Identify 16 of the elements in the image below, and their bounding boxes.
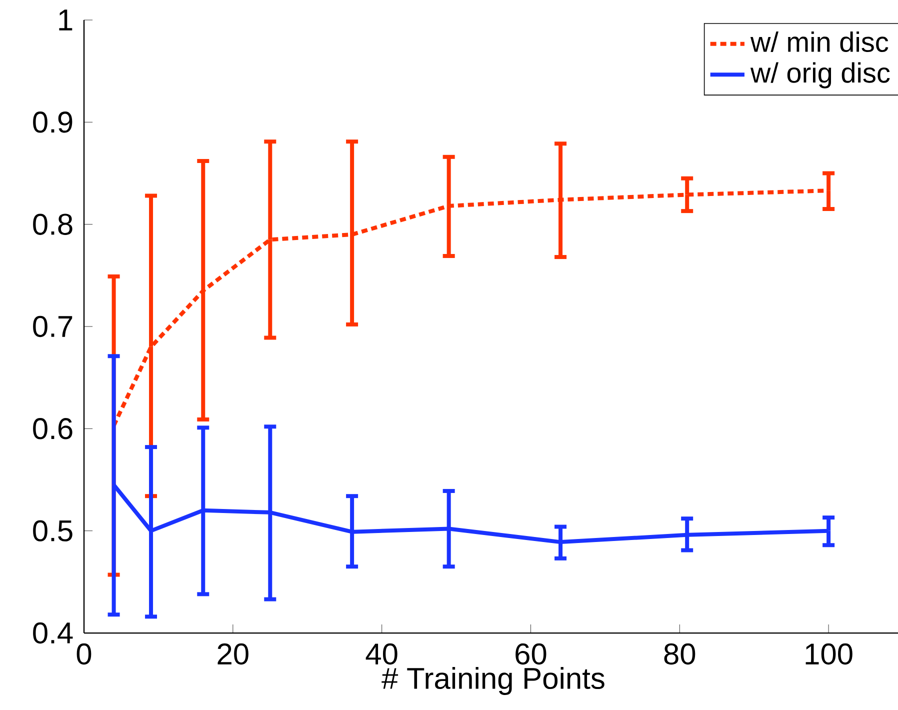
legend-label: w/ min disc (750, 31, 888, 52)
x-tick-label: 100 (806, 643, 852, 665)
x-axis-title: # Training Points (382, 667, 604, 695)
x-tick-label: 20 (218, 643, 248, 665)
y-tick-label: 0.4 (33, 622, 73, 644)
x-tick-label: 80 (664, 643, 696, 665)
y-tick-label: 0.7 (33, 316, 72, 338)
x-tick-label: 60 (516, 643, 546, 665)
x-tick-label: 40 (366, 643, 398, 665)
legend-label: w/ orig disc (750, 62, 890, 88)
x-tick-label: 0 (76, 643, 92, 665)
y-tick-label: 0.5 (33, 520, 72, 542)
y-tick-label: 0.6 (33, 418, 72, 440)
y-tick-label: 0.8 (33, 214, 72, 235)
y-tick-label: 1 (59, 10, 72, 30)
y-tick-label: 0.9 (33, 112, 72, 133)
